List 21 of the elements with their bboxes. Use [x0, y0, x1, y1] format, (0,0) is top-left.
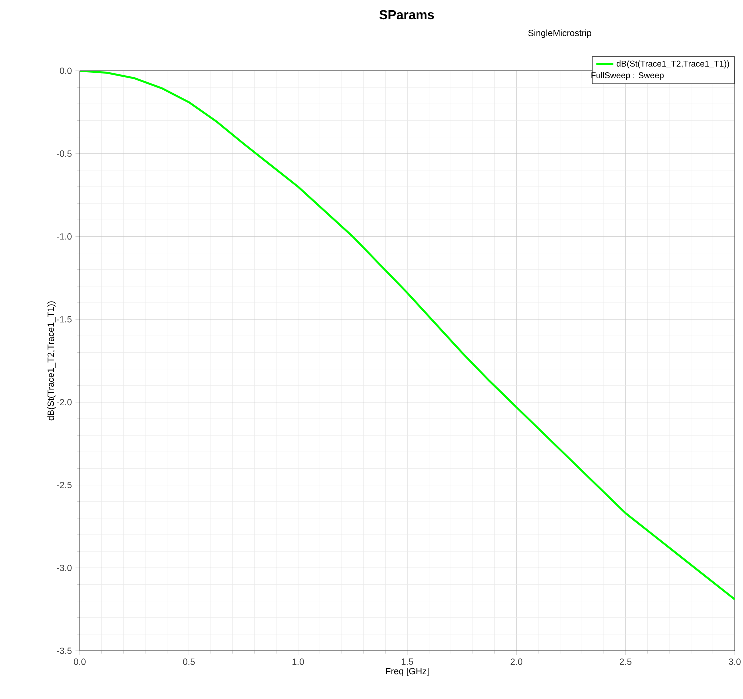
chart-subtitle: SingleMicrostrip [528, 30, 592, 38]
x-tick-label: 0.0 [74, 658, 86, 666]
x-tick-label: 0.5 [183, 658, 196, 666]
y-tick-label: -0.5 [57, 150, 72, 158]
x-axis-title: Freq [GHz] [386, 668, 429, 676]
x-tick-label: 1.5 [402, 658, 414, 666]
y-tick-label: -3.5 [57, 648, 72, 654]
x-tick-label: 2.0 [510, 658, 523, 666]
y-tick-label: -1.0 [57, 234, 72, 240]
legend-label: dB(St(Trace1_T2,Trace1_T1)) [616, 60, 730, 69]
y-tick-label: 0.0 [60, 68, 72, 74]
x-tick-label: 3.0 [729, 658, 741, 666]
chart-title: SParams [380, 10, 434, 20]
x-tick-label: 1.0 [292, 658, 304, 666]
x-tick-label: 2.5 [620, 658, 632, 666]
legend-title: FullSweep : Sweep [592, 72, 664, 80]
y-tick-label: -3.0 [57, 564, 72, 572]
y-tick-label: -2.5 [57, 482, 72, 488]
y-tick-label: -2.0 [57, 399, 72, 406]
y-tick-label: -1.5 [57, 316, 72, 323]
y-axis-title: dB(St(Trace1_T2,Trace1_T1)) [48, 302, 56, 421]
